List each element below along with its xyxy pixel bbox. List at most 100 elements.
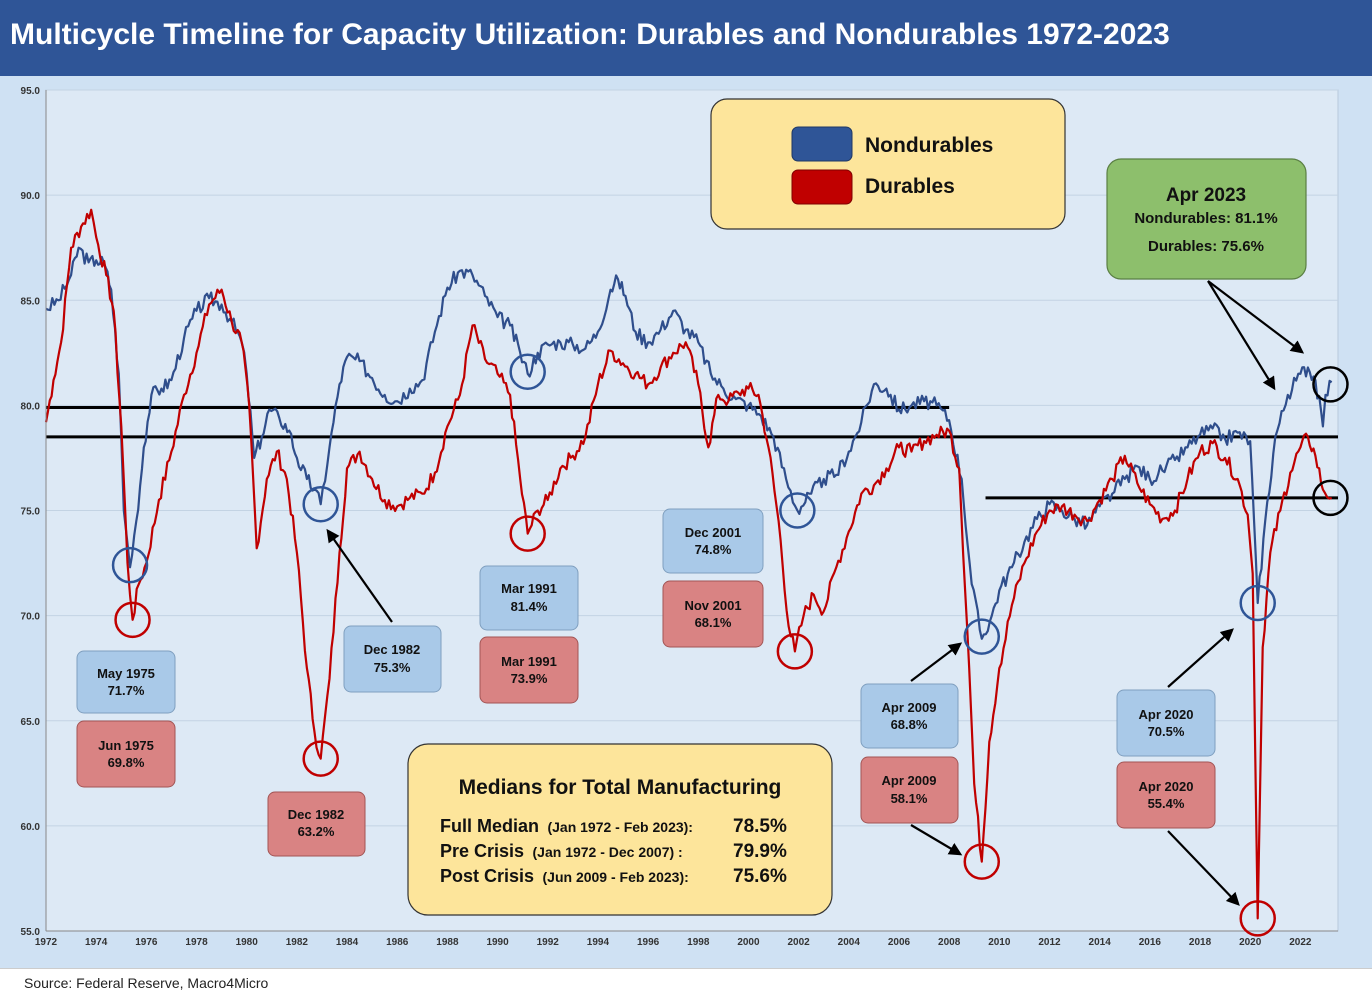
annotation-nov2001-date: Nov 2001: [684, 598, 741, 613]
annotation-apr2020n-date: Apr 2020: [1139, 707, 1194, 722]
medians-row-post-label: Post Crisis: [440, 866, 534, 886]
annotation-mar1991-nondurables: Mar 1991 81.4%: [479, 565, 579, 631]
series-line-durables: [44, 208, 1333, 920]
annotation-jun1975-date: Jun 1975: [98, 738, 154, 753]
trough-circle-dec2001: [779, 492, 816, 529]
medians-row-pre-range: (Jan 1972 - Dec 2007) :: [533, 844, 683, 860]
annotation-mar1991n-box: [479, 565, 579, 631]
legend-label-nondurables: Nondurables: [865, 134, 993, 157]
annotation-mar1991n-value: 81.4%: [511, 599, 548, 614]
trough-circle-apr2020n: [1239, 584, 1276, 622]
trough-circles: [111, 353, 1349, 937]
trough-circle-jun1975: [114, 601, 151, 639]
medians-row-full-range: (Jan 1972 - Feb 2023):: [547, 819, 693, 835]
annotation-jun1975-value: 69.8%: [108, 755, 145, 770]
y-tick-label: 95.0: [21, 86, 41, 97]
x-tick-label: 2018: [1189, 937, 1212, 948]
annotation-dec1982n-value: 75.3%: [374, 660, 411, 675]
x-tick-label: 2008: [938, 937, 961, 948]
trough-circle-mar1991d: [509, 515, 546, 552]
legend-box: [710, 98, 1066, 230]
annotation-jun1975-box: [76, 720, 176, 788]
apr2023-durables: Durables: 75.6%: [1148, 238, 1264, 255]
annotation-dec1982n-box: [343, 625, 442, 693]
annotation-nov2001-value: 68.1%: [695, 615, 732, 630]
annotation-apr2009n-date: Apr 2009: [882, 700, 937, 715]
annotation-apr2009d-date: Apr 2009: [882, 773, 937, 788]
y-tick-label: 80.0: [21, 401, 41, 412]
annotation-dec1982-nondurables: Dec 1982 75.3%: [343, 625, 442, 693]
x-tick-label: 2000: [737, 937, 760, 948]
arrow-apr2020-nondurables: [1167, 628, 1234, 688]
annotation-apr2009n-value: 68.8%: [891, 717, 928, 732]
trough-circle-dec1982d: [302, 740, 339, 777]
capacity-utilization-chart: 55.0 60.0 65.0 70.0 75.0 80.0 85.0 90.0 95.0 1972…: [21, 86, 1349, 948]
annotation-apr2009n-box: [860, 683, 959, 749]
trough-circle-apr2009d: [963, 843, 1001, 880]
x-tick-label: 1990: [486, 937, 509, 948]
apr2023-title: Apr 2023: [1166, 185, 1246, 206]
trough-circle-mar1991n: [509, 353, 546, 390]
y-tick-label: 90.0: [21, 191, 41, 202]
x-tick-label: 1972: [35, 937, 58, 948]
arrow-apr2020-durables: [1167, 830, 1240, 906]
medians-row-pre: Pre Crisis (Jan 1972 - Dec 2007) :: [440, 841, 683, 861]
annotation-may1975-value: 71.7%: [108, 683, 145, 698]
medians-row-post: Post Crisis (Jun 2009 - Feb 2023):: [440, 866, 689, 886]
arrow-apr2023-nondurables: [1207, 280, 1305, 354]
x-tick-label: 2016: [1139, 937, 1162, 948]
apr2023-nondurables: Nondurables: 81.1%: [1134, 210, 1277, 227]
annotation-apr2020n-box: [1116, 689, 1216, 757]
x-tick-label: 2022: [1289, 937, 1312, 948]
x-tick-label: 1994: [587, 937, 610, 948]
annotation-nov2001-box: [662, 580, 764, 648]
x-tick-label: 1986: [386, 937, 409, 948]
annotation-may1975-date: May 1975: [97, 666, 155, 681]
medians-box: Medians for Total Manufacturing Full Med…: [407, 743, 833, 916]
annotation-apr2020-durables: Apr 2020 55.4%: [1116, 761, 1216, 829]
y-tick-label: 55.0: [21, 927, 41, 938]
arrow-apr2009-durables: [910, 824, 963, 856]
medians-row-pre-value: 79.9%: [733, 841, 787, 862]
medians-title: Medians for Total Manufacturing: [459, 776, 782, 799]
medians-row-full-value: 78.5%: [733, 816, 787, 837]
annotation-apr2009d-box: [860, 756, 959, 824]
title-bar: Multicycle Timeline for Capacity Utiliza…: [0, 0, 1372, 76]
annotation-mar1991d-box: [479, 636, 579, 704]
apr2023-box: [1106, 158, 1307, 280]
arrow-apr2009-nondurables: [910, 642, 963, 682]
x-tick-label: 1984: [336, 937, 359, 948]
x-tick-label: 2012: [1038, 937, 1061, 948]
annotation-apr2020n-value: 70.5%: [1148, 724, 1185, 739]
trough-circle-may1975: [111, 546, 149, 584]
annotation-mar1991d-value: 73.9%: [511, 671, 548, 686]
annotation-dec2001-value: 74.8%: [695, 542, 732, 557]
trough-circle-nov2001: [776, 633, 814, 670]
x-tick-label: 1980: [236, 937, 259, 948]
legend-label-durables: Durables: [865, 175, 955, 198]
annotation-dec1982d-box: [267, 791, 366, 857]
annotation-arrows: [326, 280, 1305, 906]
annotation-jun1975: Jun 1975 69.8%: [76, 720, 176, 788]
trough-circle-apr2009n: [963, 618, 1001, 655]
y-tick-label: 60.0: [21, 822, 41, 833]
arrow-apr2023-durables: [1207, 280, 1276, 391]
series-layer: [44, 208, 1333, 920]
annotation-may1975-box: [76, 650, 176, 714]
annotation-dec2001: Dec 2001 74.8%: [662, 508, 764, 574]
annotation-dec2001-date: Dec 2001: [685, 525, 741, 540]
x-tick-label: 1974: [85, 937, 108, 948]
trough-circle-dec1982n: [302, 485, 339, 523]
medians-row-post-range: (Jun 2009 - Feb 2023):: [543, 869, 689, 885]
series-line-nondurables: [45, 246, 1333, 640]
annotation-apr2020d-box: [1116, 761, 1216, 829]
x-tick-label: 2014: [1089, 937, 1112, 948]
annotation-apr2020d-date: Apr 2020: [1139, 779, 1194, 794]
x-tick-label: 2010: [988, 937, 1011, 948]
x-tick-label: 2004: [838, 937, 861, 948]
annotation-mar1991n-date: Mar 1991: [501, 581, 557, 596]
source-note: Source: Federal Reserve, Macro4Micro: [24, 975, 269, 991]
x-tick-label: 2002: [787, 937, 810, 948]
annotation-mar1991d-date: Mar 1991: [501, 654, 557, 669]
medians-box-bg: [407, 743, 833, 916]
